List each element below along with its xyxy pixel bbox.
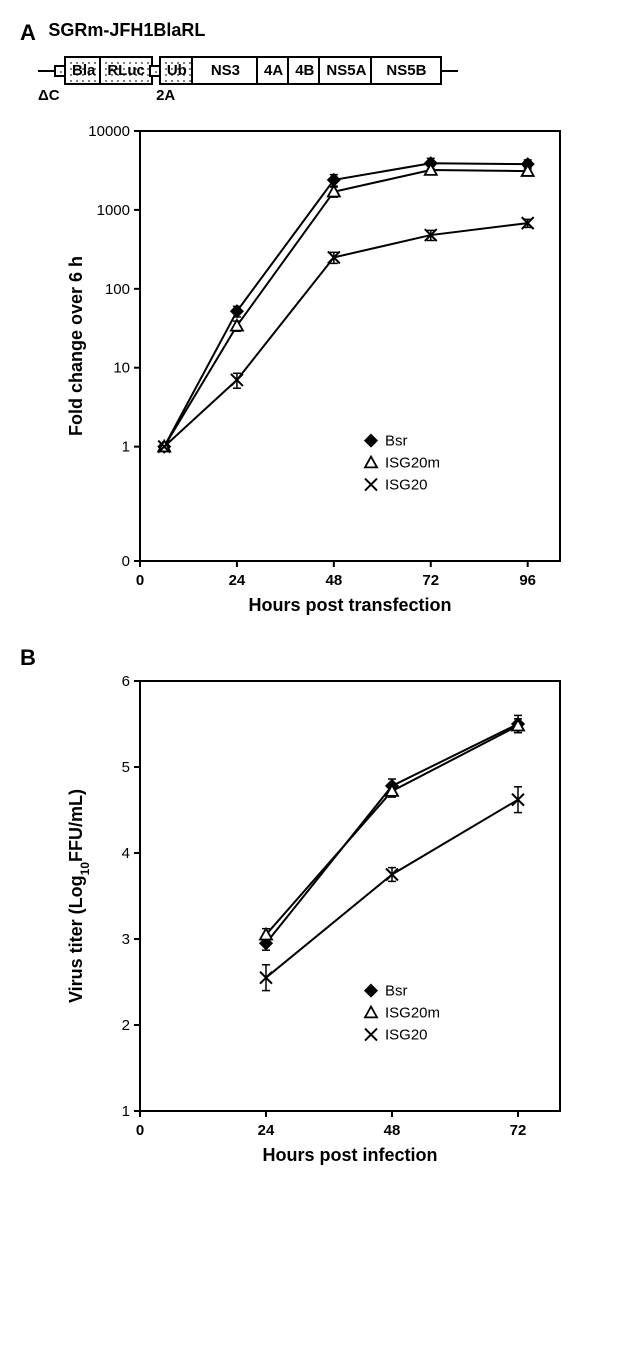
svg-text:6: 6 [122,673,130,690]
svg-text:Fold change over 6 h: Fold change over 6 h [66,256,86,436]
svg-text:0: 0 [136,572,144,589]
construct-box-ub: Ub [159,56,195,85]
svg-text:10000: 10000 [88,123,130,140]
svg-text:24: 24 [229,572,246,589]
svg-text:2: 2 [122,1017,130,1034]
panel-a-label: A [20,20,36,46]
construct-sublabel-deltac: ΔC [38,87,60,104]
construct-title: SGRm-JFH1BlaRL [48,20,205,41]
svg-text:0: 0 [122,553,130,570]
svg-text:72: 72 [422,572,439,589]
svg-text:100: 100 [105,281,130,298]
construct-box-ns5a: NS5A [318,56,374,85]
construct-box-4a: 4A [256,56,291,85]
construct-sublabel-2a: 2A [156,87,175,104]
svg-text:Bsr: Bsr [385,433,408,450]
chart-a-container: 0 1 10 100 1000 10000 0 24 48 72 96 Hours post tran… [60,121,606,621]
svg-text:ISG20m: ISG20m [385,1005,440,1022]
svg-text:4: 4 [122,845,130,862]
svg-text:24: 24 [258,1122,275,1139]
panel-b-label: B [20,645,36,671]
svg-text:72: 72 [510,1122,527,1139]
svg-text:1: 1 [122,439,130,456]
svg-text:48: 48 [326,572,343,589]
construct-box-4b: 4B [287,56,322,85]
svg-text:96: 96 [519,572,536,589]
construct-box-bla: Bla [64,56,103,85]
construct-line-right [440,70,458,72]
svg-text:1: 1 [122,1103,130,1120]
svg-text:ISG20: ISG20 [385,1027,428,1044]
svg-text:ISG20m: ISG20m [385,455,440,472]
svg-text:Bsr: Bsr [385,983,408,1000]
svg-text:Hours post infection: Hours post infection [263,1145,438,1165]
svg-text:Virus titer (Log10FFU/mL): Virus titer (Log10FFU/mL) [66,789,92,1003]
svg-text:48: 48 [384,1122,401,1139]
chart-b-container: 1 2 3 4 5 6 0 24 48 72 Hours post infection Virus t… [60,671,606,1171]
svg-text:3: 3 [122,931,130,948]
chart-a: 0 1 10 100 1000 10000 0 24 48 72 96 Hours post tran… [60,121,570,621]
svg-text:1000: 1000 [97,202,130,219]
panel-a-header: A SGRm-JFH1BlaRL [20,20,606,46]
chart-b: 1 2 3 4 5 6 0 24 48 72 Hours post infection Virus t… [60,671,570,1171]
construct-box-rluc: RLuc [99,56,153,85]
svg-text:10: 10 [113,360,130,377]
svg-text:Hours post transfection: Hours post transfection [248,595,451,615]
svg-text:ISG20: ISG20 [385,477,428,494]
svg-text:5: 5 [122,759,130,776]
svg-text:0: 0 [136,1122,144,1139]
panel-b-header: B [20,645,606,671]
construct-box-ns5b: NS5B [370,56,442,85]
construct-diagram: BlaRLucUbNS34A4BNS5ANS5B ΔC 2A [38,56,606,105]
construct-box-ns3: NS3 [191,56,260,85]
